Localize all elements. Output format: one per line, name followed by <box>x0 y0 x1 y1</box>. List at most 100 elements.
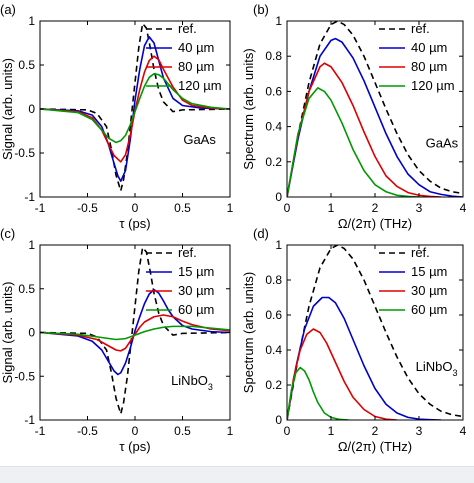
x-axis-label: Ω/(2π) (THz) <box>338 216 412 231</box>
y-tick-label: -1 <box>24 413 35 427</box>
y-tick-label: 1 <box>28 14 35 28</box>
y-tick-label: 0.4 <box>265 120 282 134</box>
x-axis-label: Ω/(2π) (THz) <box>338 439 412 454</box>
series-group <box>287 245 463 420</box>
panel-c: -1 -0.5 0 0.5 1 -1 -0.5 0 0.5 1 τ (ps) Signal (arb.… <box>0 226 234 454</box>
legend-label: 40 µm <box>411 40 447 55</box>
legend-label: 60 µm <box>178 302 214 317</box>
y-tick-label: 0.8 <box>265 49 282 63</box>
y-tick-label: 0.2 <box>265 378 282 392</box>
x-axis-label: τ (ps) <box>119 216 150 231</box>
legend: ref. 40 µm 80 µm 120 µm <box>146 21 222 93</box>
series-line-d-0 <box>287 245 463 420</box>
series-line-d-3 <box>287 366 349 420</box>
y-tick-label: 0.4 <box>265 343 282 357</box>
panel-a: -1 -0.5 0 0.5 1 -1 -0.5 0 0.5 1 τ (ps) Signal (arb.… <box>0 2 234 231</box>
material-subscript: 3 <box>208 382 213 392</box>
legend-label: 15 µm <box>411 264 447 279</box>
x-tick-label: 3 <box>416 201 423 215</box>
x-axis-label: τ (ps) <box>119 439 150 454</box>
series-line-b-2 <box>287 62 442 197</box>
series-line-b-1 <box>287 37 463 197</box>
y-tick-label: -0.5 <box>14 369 35 383</box>
x-tick-label: 0.5 <box>174 201 191 215</box>
x-tick-label: -1 <box>35 201 46 215</box>
y-tick-label: -0.5 <box>14 146 35 160</box>
x-tick-label: 0 <box>132 424 139 438</box>
series-line-c-2 <box>40 314 230 352</box>
series-line-a-0 <box>40 22 230 192</box>
legend-label: 80 µm <box>411 59 447 74</box>
y-axis-label: Signal (arb. units) <box>0 282 15 384</box>
x-tick-label: 3 <box>416 424 423 438</box>
panel-d: 0 1 2 3 400.20.40.60.81Ω/(2π) (THz)Spectrum … <box>241 226 467 454</box>
footer-bar <box>0 466 474 483</box>
series-line-d-2 <box>287 328 398 420</box>
y-tick-label: 1 <box>28 238 35 252</box>
material-annotation: LiNbO3 <box>171 373 213 392</box>
x-tick-label: 4 <box>460 201 467 215</box>
y-tick-label: 0.5 <box>18 58 35 72</box>
x-tick-label: -0.5 <box>77 424 98 438</box>
x-tick-label: 0 <box>132 201 139 215</box>
panel-label: (b) <box>253 2 269 17</box>
legend-label: 30 µm <box>411 283 447 298</box>
legend-label: 120 µm <box>411 78 455 93</box>
x-tick-label: 1 <box>328 201 335 215</box>
series-line-c-1 <box>40 288 230 376</box>
x-tick-label: 1 <box>328 424 335 438</box>
y-tick-label: 1 <box>275 14 282 28</box>
series-line-b-0 <box>287 21 463 197</box>
y-tick-label: 0 <box>28 326 35 340</box>
series-line-c-0 <box>40 246 230 415</box>
panel-label: (c) <box>0 226 15 241</box>
legend-label: 15 µm <box>178 264 214 279</box>
y-tick-label: -1 <box>24 190 35 204</box>
y-axis-label: Spectrum (arb. units) <box>241 48 256 169</box>
x-tick-label: -0.5 <box>77 201 98 215</box>
x-tick-label: 2 <box>372 424 379 438</box>
material-annotation: LiNbO3 <box>416 359 458 378</box>
y-tick-label: 0 <box>275 190 282 204</box>
series-group <box>287 21 463 197</box>
legend-label: ref. <box>411 245 430 260</box>
x-tick-label: -1 <box>35 424 46 438</box>
y-tick-label: 0 <box>275 413 282 427</box>
legend-label: ref. <box>178 21 197 36</box>
series-line-a-3 <box>40 73 230 144</box>
material-subscript: 3 <box>453 368 458 378</box>
y-axis-label: Signal (arb. units) <box>0 58 15 160</box>
series-line-d-1 <box>287 296 442 420</box>
x-tick-label: 0 <box>284 201 291 215</box>
series-group <box>40 246 230 415</box>
material-annotation: GaAs <box>426 136 459 151</box>
legend: ref. 15 µm 30 µm 60 µm <box>146 245 214 317</box>
legend-label: 80 µm <box>178 59 214 74</box>
x-tick-label: 1 <box>227 424 234 438</box>
panel-label: (d) <box>253 226 269 241</box>
panel-label: (a) <box>0 2 16 17</box>
legend-label: 40 µm <box>178 40 214 55</box>
y-tick-label: 0.6 <box>265 84 282 98</box>
y-tick-label: 0 <box>28 102 35 116</box>
y-tick-label: 1 <box>275 238 282 252</box>
y-axis-label: Spectrum (arb. units) <box>241 272 256 393</box>
series-line-c-3 <box>40 325 230 341</box>
x-tick-label: 4 <box>460 424 467 438</box>
series-line-b-3 <box>287 87 420 197</box>
legend: ref. 15 µm 30 µm 60 µm <box>379 245 447 317</box>
legend-label: 30 µm <box>178 283 214 298</box>
legend-label: ref. <box>411 21 430 36</box>
y-tick-label: 0.2 <box>265 155 282 169</box>
series-group <box>40 22 230 192</box>
x-tick-label: 0.5 <box>174 424 191 438</box>
x-tick-label: 2 <box>372 201 379 215</box>
x-tick-label: 1 <box>227 201 234 215</box>
legend-label: 120 µm <box>178 78 222 93</box>
y-tick-label: 0.5 <box>18 282 35 296</box>
y-tick-label: 0.8 <box>265 273 282 287</box>
y-tick-label: 0.6 <box>265 308 282 322</box>
legend-label: 60 µm <box>411 302 447 317</box>
figure: -1 -0.5 0 0.5 1 -1 -0.5 0 0.5 1 τ (ps) Signal (arb.… <box>0 2 467 454</box>
panel-b: 0 1 2 3 400.20.40.60.81Ω/(2π) (THz)Spectrum … <box>241 2 467 231</box>
